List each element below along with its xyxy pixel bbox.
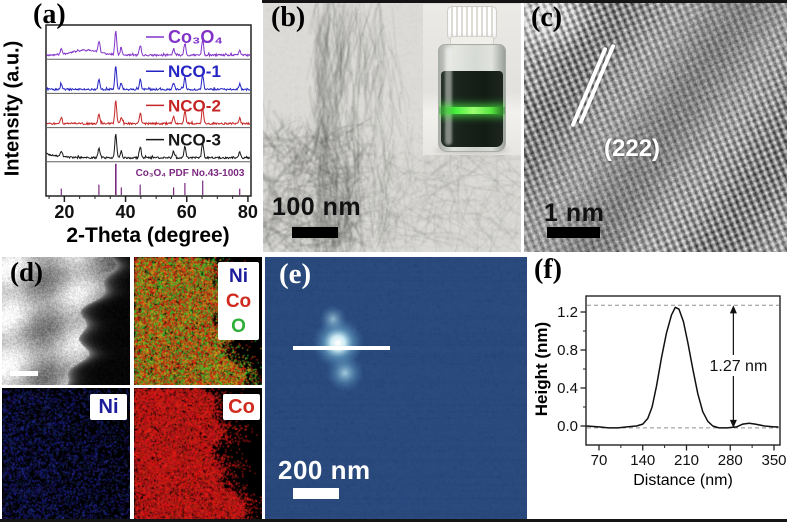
svg-text:350: 350 [761,452,786,469]
hrtem-image [524,3,787,252]
scale-bar-200nm [293,488,339,499]
svg-text:70: 70 [591,452,608,469]
scale-bar-100nm [292,227,338,238]
svg-text:NCO-2: NCO-2 [168,96,221,115]
height-profile-chart: 70 140 210 280 350 0.0 0.4 0.8 1.2 1.27 nm [557,295,787,469]
haadf-tile: (d) [2,257,130,385]
svg-text:Co₃O₄ PDF No.43-1003: Co₃O₄ PDF No.43-1003 [136,168,245,179]
svg-text:60: 60 [177,202,197,222]
panel-d-eds-maps: (d) Ni Co O Ni Co [2,257,262,519]
vial-body [438,44,506,152]
afm-profile-line [293,346,390,350]
panel-f-height-profile: (f) 70 140 210 280 350 0.0 0.4 0.8 1.2 1.27 nm He… [530,255,787,519]
lattice-plane-label: (222) [604,135,661,162]
panel-letter-a: (a) [33,0,66,30]
svg-text:80: 80 [238,202,258,222]
haadf-image [2,257,130,385]
ni-map-label: Ni [90,394,127,420]
tyndall-photo-inset [423,4,521,155]
scale-bar-1nm [547,227,600,238]
panel-e-afm: (e) 200 nm [265,257,527,519]
figure-border-bottom [0,519,787,522]
svg-text:20: 20 [54,202,74,222]
co-map-tile: Co [134,388,262,519]
laser-beam [439,107,505,114]
panel-letter-e: (e) [279,258,312,290]
combined-map-tile: Ni Co O [134,257,262,385]
panel-a-xrd: (a) Co₃O₄ NCO-1 NCO-2 NCO-3 Co₃O₄ PDF No.43-… [0,0,262,253]
xrd-x-axis-label: 2-Theta (degree) [66,224,230,247]
scale-bar-label-1nm: 1 nm [544,199,605,227]
xrd-chart: Co₃O₄ NCO-1 NCO-2 NCO-3 Co₃O₄ PDF No.43-1003… [45,24,258,222]
scale-bar-label-100nm: 100 nm [272,193,362,221]
svg-text:1.2: 1.2 [557,304,578,321]
figure-border-top [0,0,787,3]
panel-letter-b: (b) [271,2,306,33]
panel-letter-d: (d) [10,257,43,287]
eds-legend-ni: Ni [229,265,248,287]
panel-letter-f: (f) [534,254,562,285]
svg-text:Co₃O₄: Co₃O₄ [168,27,223,47]
scale-bar-label-200nm: 200 nm [278,455,371,485]
svg-text:NCO-1: NCO-1 [168,62,221,81]
profile-x-axis-label: Distance (nm) [633,472,733,489]
svg-text:0.8: 0.8 [557,342,578,359]
ni-map-tile: Ni [2,388,130,519]
eds-legend-box: Ni Co O [218,262,259,340]
xrd-y-axis-label: Intensity (a.u.) [1,40,24,177]
svg-text:NCO-3: NCO-3 [168,131,221,150]
svg-text:210: 210 [674,452,699,469]
svg-text:0.0: 0.0 [557,418,578,435]
panel-letter-c: (c) [531,2,563,33]
co-map-label: Co [223,394,260,420]
afm-image [265,257,527,519]
panel-c-hrtem: (c) (222) 1 nm [524,3,787,252]
svg-text:40: 40 [116,202,136,222]
svg-text:140: 140 [630,452,655,469]
svg-text:280: 280 [718,452,743,469]
vial-cap [447,6,497,40]
profile-y-axis-label: Height (nm) [532,321,551,417]
eds-legend-o: O [231,315,246,337]
svg-text:1.27 nm: 1.27 nm [709,358,767,375]
svg-text:0.4: 0.4 [557,380,578,397]
panel-b-tem: (b) 100 nm [263,3,521,252]
vial-glass-highlight [445,47,452,145]
eds-legend-co: Co [225,290,252,312]
haadf-scale-bar [10,371,38,376]
